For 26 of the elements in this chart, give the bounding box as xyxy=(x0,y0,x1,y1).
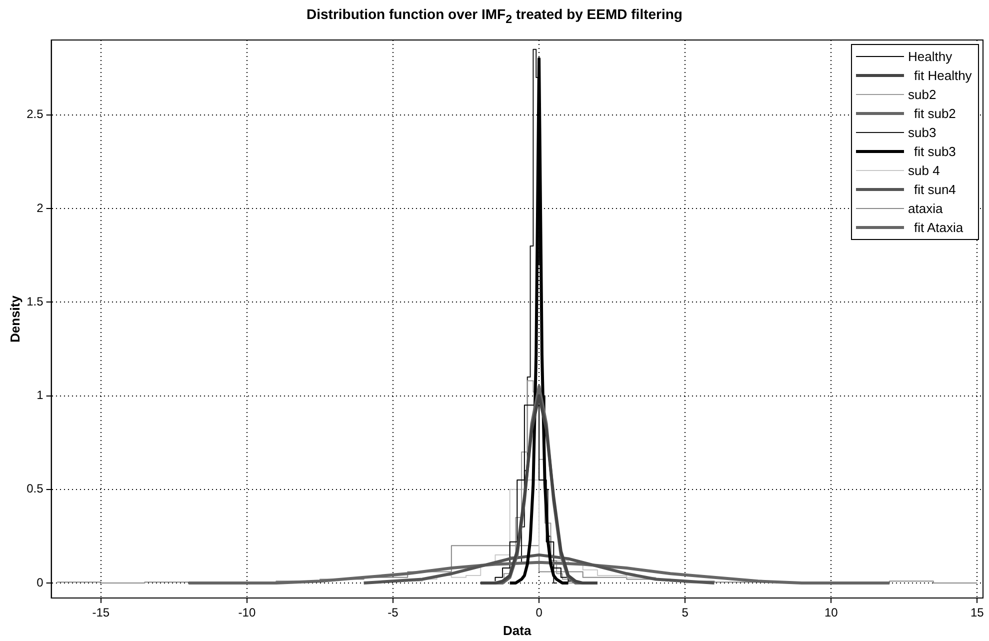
legend-label: Healthy xyxy=(908,49,952,64)
legend-label: fit sun4 xyxy=(914,182,956,197)
legend-label: fit sub3 xyxy=(914,144,956,159)
legend-label: sub2 xyxy=(908,87,936,102)
x-tick-label: -15 xyxy=(92,606,110,620)
x-tick-label: 10 xyxy=(824,606,838,620)
y-tick-label: 2.5 xyxy=(26,107,44,122)
x-tick-label: -5 xyxy=(388,606,399,620)
y-axis-title: Density xyxy=(7,294,22,342)
legend-label: ataxia xyxy=(908,201,943,216)
y-tick-label: 1 xyxy=(36,388,44,402)
x-axis-title: Data xyxy=(503,622,532,638)
x-tick-label: 0 xyxy=(536,606,543,620)
legend-label: fit sub2 xyxy=(914,106,956,121)
y-tick-label: 0 xyxy=(36,575,44,590)
chart-title: Distribution function over IMF$_{2}$ treated by EEMD filtering xyxy=(306,6,684,26)
legend-label: sub3 xyxy=(908,125,936,140)
y-tick-label: 2 xyxy=(36,200,44,215)
legend-label: fit Ataxia xyxy=(914,220,964,235)
y-tick-label: 0.5 xyxy=(26,482,44,496)
x-tick-label: 5 xyxy=(682,606,689,620)
x-tick-label: -10 xyxy=(238,606,256,620)
legend-label: fit Healthy xyxy=(914,68,972,83)
x-tick-label: 15 xyxy=(970,606,984,620)
legend-label: sub 4 xyxy=(908,163,940,178)
y-tick-label: 1.5 xyxy=(26,294,44,308)
